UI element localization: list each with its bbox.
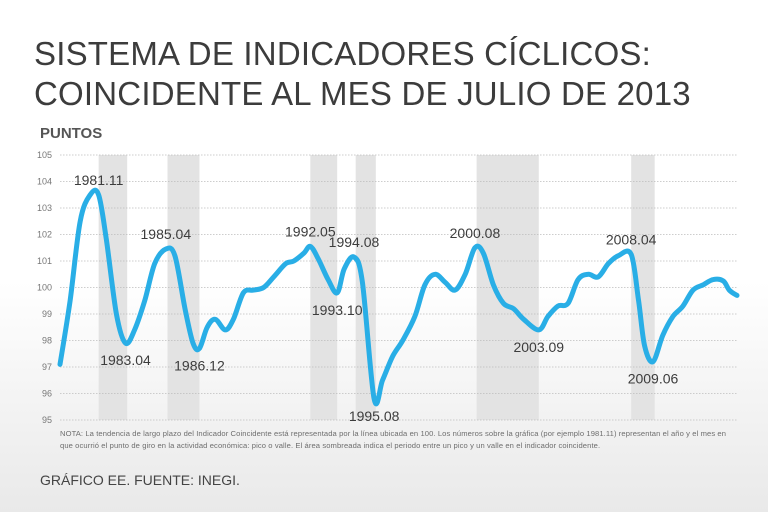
chart-title-line-2: COINCIDENTE AL MES DE JULIO DE 2013 <box>34 75 691 112</box>
y-tick-label-103: 103 <box>37 203 52 213</box>
y-tick-label-100: 100 <box>37 283 52 293</box>
y-tick-label-97: 97 <box>42 362 52 372</box>
turning-point-label-2000-08: 2000.08 <box>450 225 501 241</box>
y-tick-label-95: 95 <box>42 415 52 425</box>
y-tick-labels: 95 96 97 98 99 100 101 102 103 104 105 <box>37 150 52 425</box>
series-group <box>57 187 740 407</box>
turning-point-label-1994-08: 1994.08 <box>329 234 380 250</box>
turning-point-label-1986-12: 1986.12 <box>174 357 225 373</box>
series-line-indicador-coincidente <box>57 187 740 407</box>
y-tick-label-99: 99 <box>42 309 52 319</box>
y-tick-label-102: 102 <box>37 230 52 240</box>
turning-point-label-1995-08: 1995.08 <box>349 408 400 424</box>
y-tick-label-101: 101 <box>37 256 52 266</box>
y-axis-label: PUNTOS <box>40 125 103 142</box>
chart-title: SISTEMA DE INDICADORES CÍCLICOS: COINCID… <box>34 34 691 114</box>
gridlines <box>60 154 737 421</box>
turning-point-label-2008-04: 2008.04 <box>606 231 657 247</box>
turning-point-label-2003-09: 2003.09 <box>513 339 564 355</box>
turning-point-label-1993-10: 1993.10 <box>312 302 363 318</box>
chart-title-line-1: SISTEMA DE INDICADORES CÍCLICOS: <box>34 35 652 72</box>
turning-point-label-2009-06: 2009.06 <box>628 371 679 387</box>
turning-point-labels: 1981.11 1983.04 1985.04 1986.12 1992.05 1993.… <box>74 172 679 424</box>
source-credit: GRÁFICO EE. FUENTE: INEGI. <box>40 472 240 488</box>
y-tick-label-96: 96 <box>42 389 52 399</box>
turning-point-label-1983-04: 1983.04 <box>100 352 151 368</box>
chart-note: NOTA: La tendencia de largo plazo del In… <box>60 429 727 450</box>
y-tick-label-105: 105 <box>37 150 52 160</box>
turning-point-label-1985-04: 1985.04 <box>141 226 192 242</box>
y-tick-label-104: 104 <box>37 177 52 187</box>
turning-point-label-1992-05: 1992.05 <box>285 223 336 239</box>
turning-point-label-1981-11: 1981.11 <box>74 172 124 188</box>
y-tick-label-98: 98 <box>42 336 52 346</box>
